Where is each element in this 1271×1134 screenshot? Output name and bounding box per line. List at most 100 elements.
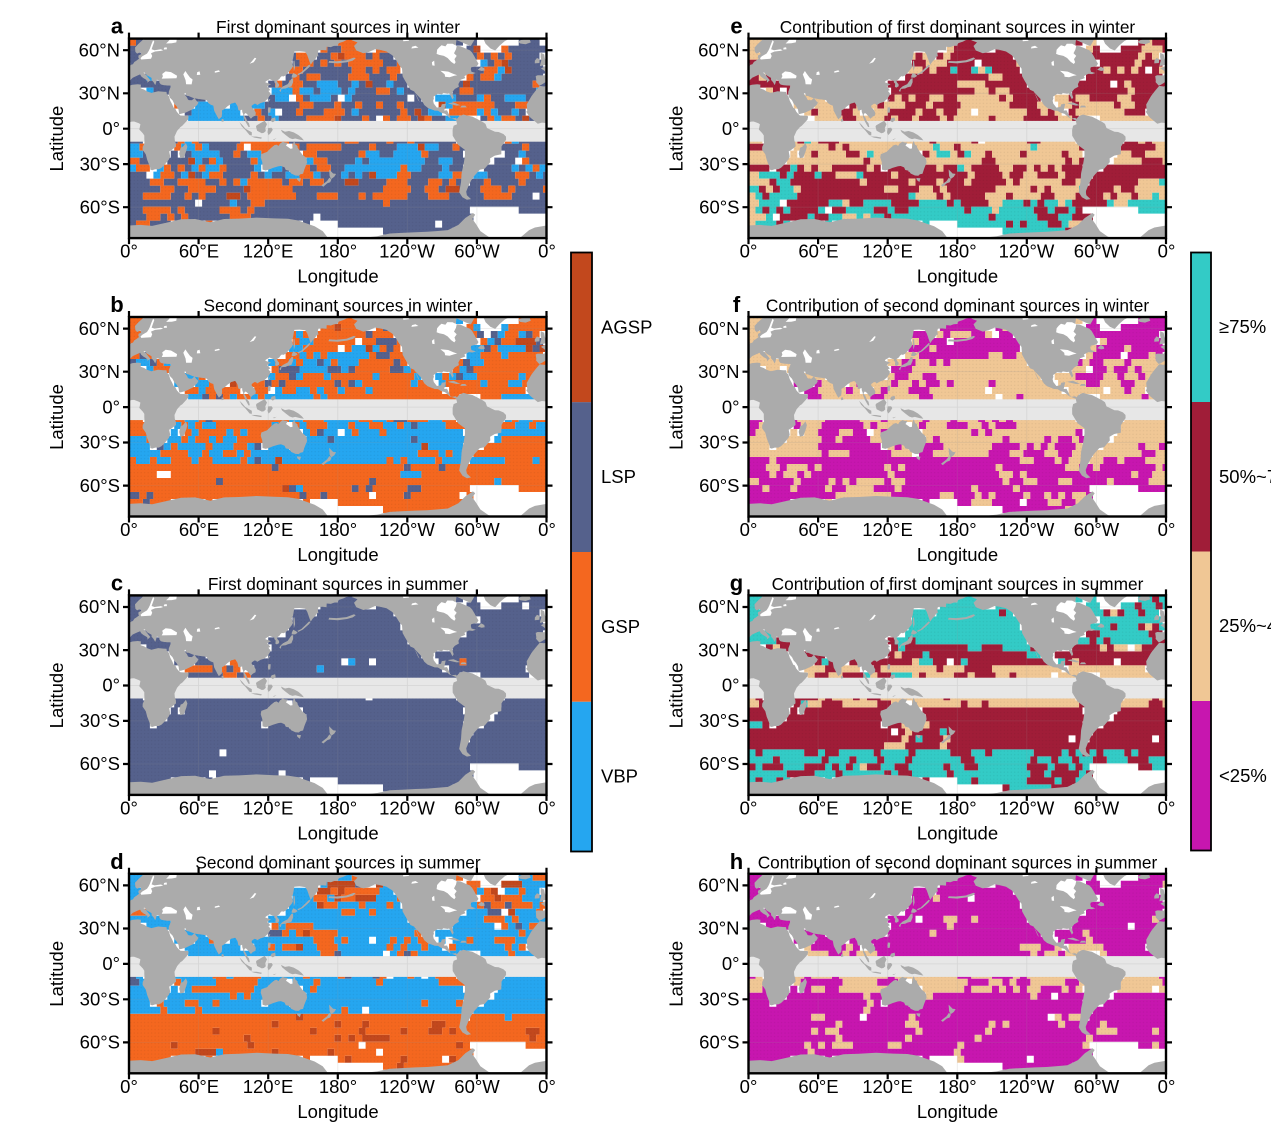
svg-text:LSP: LSP: [601, 466, 636, 487]
svg-text:Contribution of first dominant: Contribution of first dominant sources i…: [780, 17, 1136, 37]
svg-text:30°S: 30°S: [80, 989, 120, 1010]
svg-text:120°W: 120°W: [379, 241, 435, 262]
svg-text:60°S: 60°S: [699, 1032, 739, 1053]
svg-text:VBP: VBP: [601, 766, 638, 787]
svg-text:0°: 0°: [120, 797, 138, 818]
svg-text:AGSP: AGSP: [601, 316, 652, 337]
svg-text:0°: 0°: [1158, 241, 1176, 262]
svg-text:0°: 0°: [102, 953, 120, 974]
svg-text:60°E: 60°E: [798, 519, 838, 540]
svg-text:0°: 0°: [120, 241, 138, 262]
svg-text:180°: 180°: [319, 1076, 357, 1097]
svg-text:60°N: 60°N: [698, 596, 739, 617]
svg-text:Latitude: Latitude: [46, 106, 67, 172]
svg-text:f: f: [733, 292, 741, 317]
svg-text:0°: 0°: [538, 1076, 556, 1097]
svg-text:Contribution of first dominant: Contribution of first dominant sources i…: [772, 574, 1144, 594]
svg-text:60°E: 60°E: [179, 797, 219, 818]
svg-text:120°W: 120°W: [379, 1076, 435, 1097]
svg-text:60°S: 60°S: [80, 196, 120, 217]
svg-text:0°: 0°: [740, 797, 758, 818]
svg-text:0°: 0°: [740, 1076, 758, 1097]
svg-text:60°S: 60°S: [699, 475, 739, 496]
svg-text:Latitude: Latitude: [46, 662, 67, 728]
svg-text:Latitude: Latitude: [666, 384, 687, 450]
svg-text:60°W: 60°W: [454, 797, 500, 818]
svg-text:180°: 180°: [319, 241, 357, 262]
svg-text:0°: 0°: [120, 519, 138, 540]
svg-text:First dominant sources in summ: First dominant sources in summer: [208, 574, 469, 594]
svg-text:<25%: <25%: [1219, 765, 1267, 786]
svg-text:0°: 0°: [722, 396, 740, 417]
svg-text:a: a: [111, 14, 124, 39]
svg-text:120°E: 120°E: [862, 797, 913, 818]
svg-text:0°: 0°: [102, 675, 120, 696]
svg-text:120°E: 120°E: [243, 241, 294, 262]
svg-text:180°: 180°: [319, 797, 357, 818]
svg-text:0°: 0°: [1158, 519, 1176, 540]
svg-text:Longitude: Longitude: [297, 266, 378, 287]
svg-text:50%~75%: 50%~75%: [1219, 466, 1271, 487]
svg-text:60°N: 60°N: [698, 318, 739, 339]
svg-text:120°W: 120°W: [999, 1076, 1055, 1097]
svg-text:60°W: 60°W: [1074, 519, 1120, 540]
svg-text:180°: 180°: [938, 241, 976, 262]
svg-text:Latitude: Latitude: [46, 941, 67, 1007]
svg-text:≥75%: ≥75%: [1219, 316, 1266, 337]
svg-text:30°N: 30°N: [79, 918, 120, 939]
svg-text:120°E: 120°E: [243, 1076, 294, 1097]
svg-text:Latitude: Latitude: [46, 384, 67, 450]
svg-text:30°N: 30°N: [79, 83, 120, 104]
svg-text:30°N: 30°N: [79, 639, 120, 660]
svg-text:60°N: 60°N: [79, 318, 120, 339]
svg-text:30°N: 30°N: [79, 361, 120, 382]
svg-text:60°W: 60°W: [454, 519, 500, 540]
svg-text:b: b: [110, 292, 123, 317]
svg-text:120°W: 120°W: [379, 797, 435, 818]
svg-text:c: c: [111, 570, 123, 595]
svg-text:Latitude: Latitude: [666, 106, 687, 172]
svg-text:30°N: 30°N: [698, 639, 739, 660]
svg-text:Latitude: Latitude: [666, 941, 687, 1007]
svg-text:Second dominant sources in sum: Second dominant sources in summer: [195, 852, 481, 872]
svg-text:180°: 180°: [938, 1076, 976, 1097]
svg-text:Longitude: Longitude: [297, 544, 378, 565]
svg-text:60°W: 60°W: [454, 1076, 500, 1097]
svg-text:120°E: 120°E: [862, 519, 913, 540]
svg-text:0°: 0°: [1158, 797, 1176, 818]
svg-text:0°: 0°: [722, 953, 740, 974]
svg-text:0°: 0°: [740, 241, 758, 262]
svg-text:Longitude: Longitude: [917, 544, 998, 565]
svg-text:e: e: [730, 14, 742, 39]
svg-text:60°E: 60°E: [179, 1076, 219, 1097]
svg-text:0°: 0°: [538, 241, 556, 262]
svg-text:60°N: 60°N: [698, 875, 739, 896]
svg-text:First dominant sources in wint: First dominant sources in winter: [216, 17, 460, 37]
svg-text:60°W: 60°W: [454, 241, 500, 262]
svg-text:120°W: 120°W: [999, 241, 1055, 262]
svg-text:0°: 0°: [538, 519, 556, 540]
svg-text:Second dominant sources in win: Second dominant sources in winter: [204, 296, 473, 316]
svg-text:60°N: 60°N: [79, 596, 120, 617]
svg-text:30°S: 30°S: [80, 710, 120, 731]
svg-text:0°: 0°: [102, 118, 120, 139]
svg-text:60°E: 60°E: [798, 797, 838, 818]
svg-text:0°: 0°: [722, 675, 740, 696]
svg-text:60°S: 60°S: [80, 475, 120, 496]
svg-text:60°N: 60°N: [79, 875, 120, 896]
svg-text:60°E: 60°E: [179, 519, 219, 540]
svg-text:30°N: 30°N: [698, 83, 739, 104]
svg-text:30°S: 30°S: [80, 432, 120, 453]
svg-text:60°S: 60°S: [80, 753, 120, 774]
svg-text:60°W: 60°W: [1074, 797, 1120, 818]
svg-text:0°: 0°: [722, 118, 740, 139]
svg-text:60°S: 60°S: [699, 196, 739, 217]
svg-text:30°N: 30°N: [698, 361, 739, 382]
svg-text:0°: 0°: [1158, 1076, 1176, 1097]
svg-text:180°: 180°: [938, 519, 976, 540]
svg-text:0°: 0°: [538, 797, 556, 818]
svg-text:60°N: 60°N: [79, 39, 120, 60]
svg-text:120°E: 120°E: [243, 797, 294, 818]
svg-text:120°W: 120°W: [999, 519, 1055, 540]
svg-text:120°E: 120°E: [243, 519, 294, 540]
